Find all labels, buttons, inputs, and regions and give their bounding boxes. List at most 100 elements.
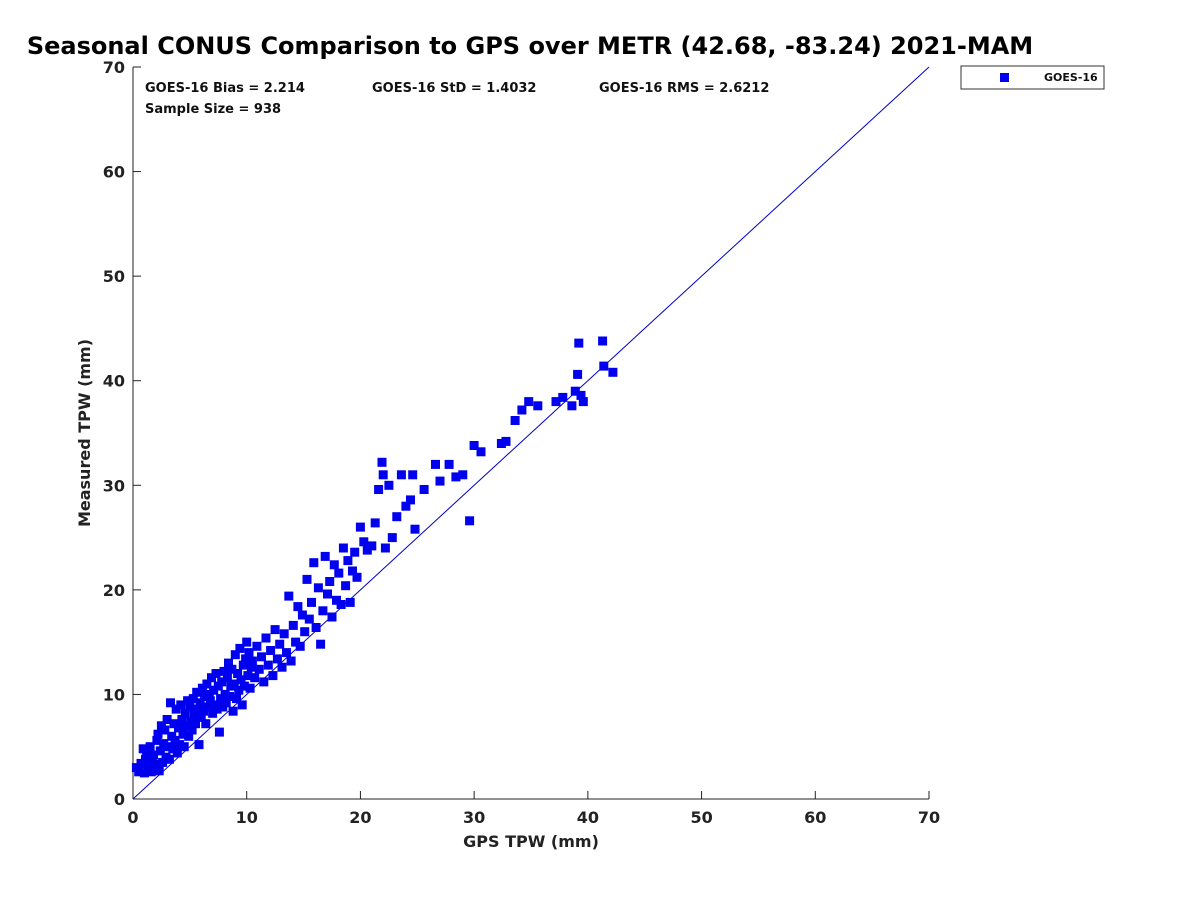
legend-box bbox=[960, 65, 1105, 90]
data-point bbox=[188, 694, 198, 704]
data-point bbox=[172, 748, 182, 758]
data-point bbox=[352, 572, 362, 582]
data-point bbox=[343, 556, 353, 566]
data-point bbox=[242, 637, 252, 647]
y-tick-label: 10 bbox=[103, 685, 125, 704]
data-point bbox=[200, 692, 210, 701]
data-point bbox=[181, 721, 191, 731]
data-point bbox=[250, 673, 260, 683]
data-point bbox=[217, 677, 227, 687]
data-point bbox=[184, 731, 194, 741]
data-point bbox=[329, 560, 339, 570]
data-point bbox=[374, 485, 384, 494]
data-point bbox=[152, 735, 162, 745]
data-point bbox=[598, 336, 608, 346]
data-point bbox=[272, 654, 282, 664]
data-point bbox=[224, 658, 233, 668]
data-point bbox=[175, 740, 185, 750]
data-point bbox=[279, 629, 289, 639]
x-axis-label: GPS TPW (mm) bbox=[463, 832, 599, 851]
data-point bbox=[149, 750, 158, 760]
data-point bbox=[524, 397, 534, 407]
data-point bbox=[608, 367, 618, 377]
data-point bbox=[245, 683, 255, 693]
axes: 0 10 20 30 40 50 60 70 0 10 20 30 40 50 60 70 bbox=[103, 58, 940, 827]
x-tick-label: 10 bbox=[236, 808, 258, 827]
data-point bbox=[325, 577, 335, 586]
data-point bbox=[239, 681, 249, 691]
data-point bbox=[348, 566, 357, 576]
one-to-one-line bbox=[132, 66, 930, 800]
data-point bbox=[533, 401, 543, 411]
data-point bbox=[282, 648, 291, 658]
data-point bbox=[444, 459, 454, 469]
data-point bbox=[291, 637, 301, 647]
data-point bbox=[288, 620, 298, 630]
data-point bbox=[517, 405, 527, 415]
data-point bbox=[171, 704, 181, 714]
data-point bbox=[193, 704, 203, 714]
data-point bbox=[194, 740, 204, 750]
data-point bbox=[212, 704, 222, 714]
data-point bbox=[496, 439, 506, 448]
data-point bbox=[145, 742, 155, 752]
data-point bbox=[323, 589, 332, 599]
data-point bbox=[141, 754, 150, 764]
data-point bbox=[158, 757, 168, 767]
y-tick-label: 50 bbox=[103, 267, 125, 286]
data-point bbox=[209, 685, 219, 695]
data-point bbox=[359, 537, 369, 547]
data-point bbox=[355, 522, 365, 532]
data-point bbox=[380, 543, 390, 553]
data-point bbox=[202, 679, 212, 689]
data-point bbox=[234, 685, 244, 695]
data-point bbox=[573, 369, 583, 379]
reference-line-group bbox=[132, 66, 930, 800]
data-point bbox=[338, 543, 348, 553]
data-point bbox=[162, 715, 172, 724]
data-point bbox=[410, 524, 420, 534]
y-tick-label: 20 bbox=[103, 581, 125, 600]
data-point bbox=[233, 669, 243, 678]
data-point bbox=[201, 719, 211, 729]
data-point bbox=[252, 641, 262, 651]
data-point bbox=[341, 581, 351, 591]
data-point bbox=[268, 671, 278, 681]
data-point bbox=[155, 746, 165, 756]
data-point bbox=[187, 725, 197, 735]
data-point bbox=[254, 664, 264, 674]
y-tick-label: 40 bbox=[103, 372, 125, 391]
y-tick-label: 70 bbox=[103, 58, 125, 77]
data-point bbox=[192, 687, 202, 697]
data-point bbox=[159, 739, 169, 749]
data-point bbox=[345, 597, 355, 607]
data-point bbox=[286, 656, 296, 666]
stat-std: GOES-16 StD = 1.4032 bbox=[372, 81, 536, 96]
data-point bbox=[228, 706, 238, 716]
data-point bbox=[220, 689, 230, 699]
y-tick-label: 0 bbox=[114, 790, 125, 809]
data-point bbox=[551, 397, 561, 407]
data-point bbox=[195, 698, 205, 708]
data-point bbox=[311, 623, 321, 632]
data-point bbox=[599, 361, 609, 371]
data-point bbox=[270, 625, 280, 635]
y-tick-label: 30 bbox=[103, 476, 125, 495]
data-point bbox=[230, 650, 240, 660]
x-tick-label: 0 bbox=[127, 808, 138, 827]
data-point bbox=[307, 597, 316, 607]
data-point bbox=[154, 766, 164, 776]
data-point bbox=[243, 671, 253, 681]
stat-sample-size: Sample Size = 938 bbox=[145, 102, 281, 117]
data-point bbox=[219, 666, 229, 676]
legend-marker-square bbox=[1000, 73, 1009, 82]
data-point bbox=[327, 612, 337, 622]
data-point bbox=[476, 447, 486, 457]
x-tick-label: 70 bbox=[918, 808, 940, 827]
data-point bbox=[350, 547, 360, 557]
data-point bbox=[284, 591, 294, 601]
stat-bias: GOES-16 Bias = 2.214 bbox=[145, 81, 305, 96]
data-point bbox=[166, 698, 175, 708]
data-point bbox=[266, 646, 276, 655]
data-point bbox=[142, 748, 152, 758]
